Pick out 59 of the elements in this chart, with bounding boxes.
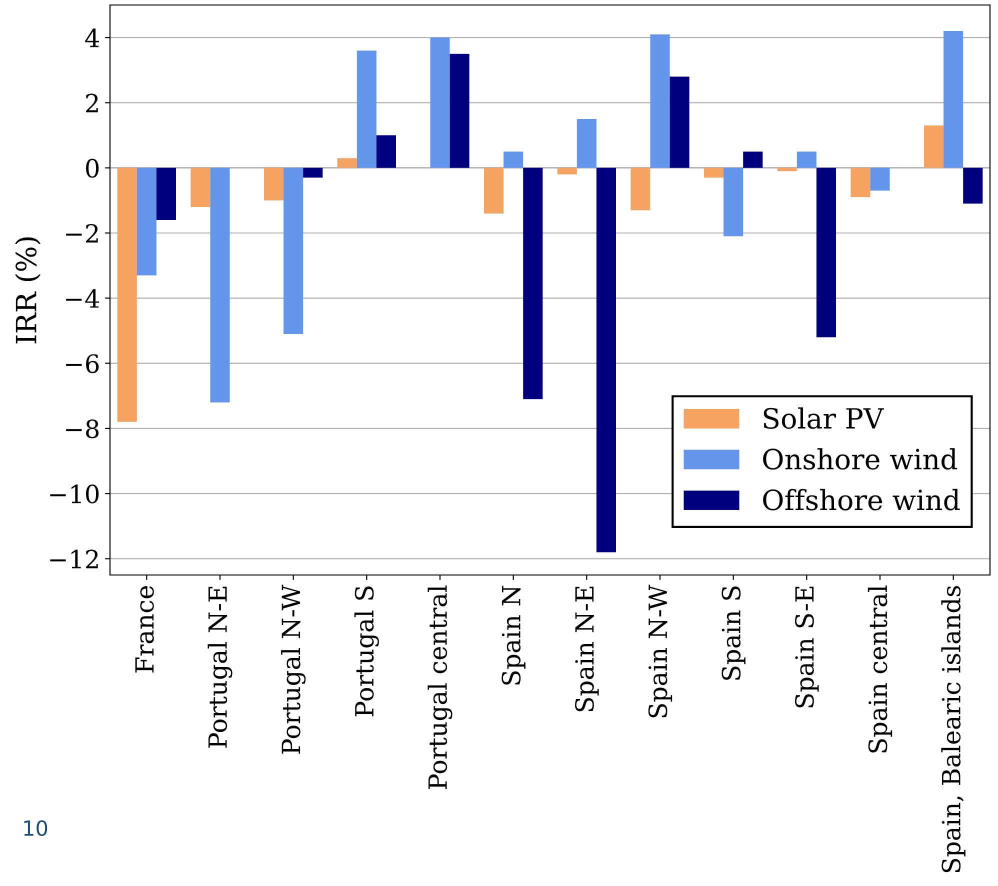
bar — [743, 152, 763, 168]
y-tick-label: 4 — [85, 28, 100, 48]
x-tick-label: Portugal central — [428, 585, 452, 789]
bar — [870, 168, 890, 191]
x-tick-label: Portugal N-W — [281, 584, 306, 754]
bar — [264, 168, 284, 200]
bar — [816, 168, 836, 338]
bar — [850, 168, 870, 198]
bar — [576, 119, 596, 168]
x-tick-label: Spain N-E — [575, 586, 599, 712]
y-tick-label: 2 — [86, 94, 98, 112]
bar — [356, 50, 376, 168]
bar — [484, 168, 504, 214]
x-tick-label: Portugal S — [354, 586, 379, 716]
y-tick-label: 0 — [86, 158, 99, 178]
bar — [777, 168, 797, 172]
bar — [117, 168, 137, 422]
y-axis-title: IRR (%) — [15, 237, 41, 344]
bar — [156, 168, 176, 220]
x-tick-label: Spain S-E — [795, 586, 819, 708]
bar — [724, 168, 744, 236]
y-tick-label: −12 — [50, 550, 98, 568]
bar — [210, 168, 230, 402]
x-tick-label: Spain N-W — [648, 584, 672, 718]
text: 10 — [24, 820, 48, 836]
bar — [430, 38, 450, 168]
bar — [924, 126, 944, 168]
bar — [557, 168, 577, 174]
y-tick-label: −2 — [66, 224, 98, 242]
bar — [284, 168, 304, 334]
bar — [670, 76, 690, 168]
bar — [944, 31, 964, 168]
bar — [704, 168, 724, 178]
bar — [630, 168, 650, 210]
x-tick-label: Spain central — [868, 585, 892, 752]
y-tick-label: −8 — [66, 419, 99, 438]
x-tick-label: Portugal N-E — [208, 586, 232, 748]
legend-label: Solar PV — [764, 407, 884, 429]
x-tick-label: Spain, Balearic islands — [941, 586, 966, 872]
bar — [963, 168, 983, 204]
bar — [523, 168, 543, 400]
bar — [190, 168, 210, 207]
legend-label: Offshore wind — [763, 488, 960, 510]
bar — [596, 168, 616, 552]
bar — [796, 152, 816, 168]
bar — [504, 152, 524, 168]
bar — [650, 34, 670, 168]
bar — [450, 54, 470, 168]
bar — [136, 168, 156, 276]
y-tick-label: −6 — [66, 354, 99, 374]
legend-label: Onshore wind — [763, 448, 958, 470]
bar — [376, 135, 396, 168]
bar — [337, 158, 357, 168]
y-tick-label: −4 — [66, 289, 100, 308]
x-tick-label: Spain S — [722, 586, 746, 680]
x-tick-label: Spain N — [502, 586, 526, 685]
y-tick-label: −10 — [50, 484, 99, 504]
bar — [303, 168, 323, 178]
x-tick-label: France — [135, 586, 154, 672]
